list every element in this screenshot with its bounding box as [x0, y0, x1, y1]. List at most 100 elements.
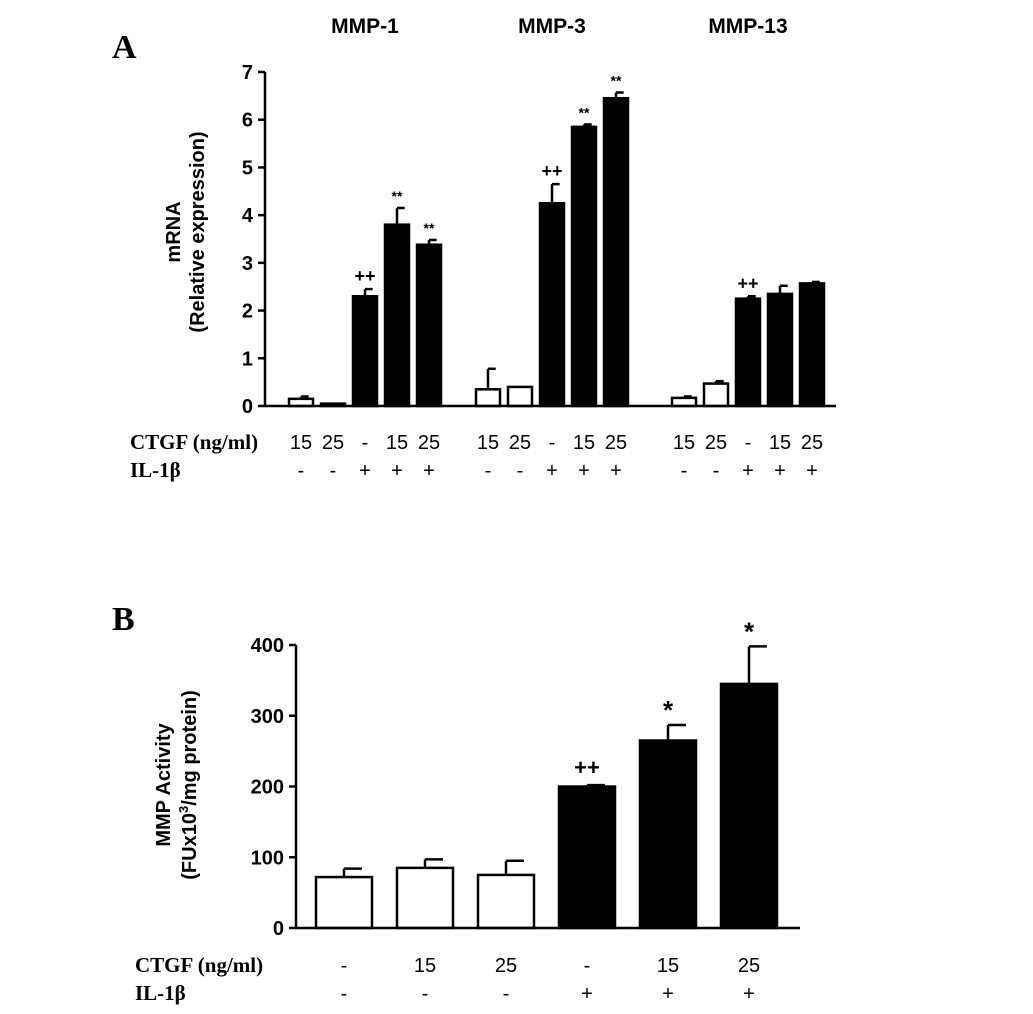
- significance-label: **: [392, 188, 403, 204]
- ctgf-dose-label: 15: [673, 432, 695, 454]
- ctgf-dose-label: 15: [573, 432, 595, 454]
- ctgf-dose-label: 15: [657, 955, 679, 977]
- ctgf-dose-label: -: [549, 432, 556, 454]
- bar: [570, 125, 598, 408]
- ctgf-dose-label: 25: [418, 432, 440, 454]
- panel-b-il1b-row-label: IL-1β: [135, 981, 186, 1005]
- y-tick-label: 0: [242, 396, 253, 418]
- bar: [538, 201, 566, 408]
- il1b-label: -: [298, 460, 305, 482]
- panel-b-ylabel-prefix: (FUx10: [179, 813, 201, 880]
- bar: [415, 243, 443, 408]
- bar: [734, 297, 762, 408]
- il1b-label: +: [610, 460, 622, 482]
- ctgf-dose-label: 15: [386, 432, 408, 454]
- bar: [719, 682, 779, 930]
- panel-b-ylabel-sup: 3: [176, 806, 191, 813]
- il1b-label: -: [713, 460, 720, 482]
- y-tick-label: 100: [251, 847, 284, 869]
- il1b-label: -: [341, 983, 348, 1005]
- group-title: MMP-1: [331, 15, 399, 38]
- il1b-label: -: [681, 460, 688, 482]
- group-title: MMP-13: [708, 15, 787, 38]
- y-tick-label: 6: [242, 110, 253, 132]
- significance-label: ++: [541, 161, 562, 181]
- significance-label: **: [611, 73, 622, 89]
- y-tick-label: 2: [242, 301, 253, 323]
- group-title: MMP-3: [518, 15, 586, 38]
- y-tick-label: 3: [242, 253, 253, 275]
- panel-a-ylabel: mRNA (Relative expression): [163, 131, 209, 332]
- y-tick-label: 0: [273, 918, 284, 940]
- bar: [351, 295, 379, 408]
- il1b-label: +: [359, 460, 371, 482]
- ctgf-dose-label: 25: [738, 955, 760, 977]
- bar: [476, 873, 536, 930]
- bar: [474, 388, 502, 408]
- y-tick-label: 300: [251, 706, 284, 728]
- bar: [798, 282, 826, 408]
- ctgf-dose-label: -: [584, 955, 591, 977]
- ctgf-dose-label: 25: [605, 432, 627, 454]
- ctgf-dose-label: -: [362, 432, 369, 454]
- significance-label: **: [579, 104, 590, 120]
- panel-a-ylabel-line1: mRNA: [163, 201, 185, 262]
- panel-a-plot: 01234567MMP-115-25-++-+**15+**25+MMP-315…: [242, 15, 836, 482]
- il1b-label: +: [806, 460, 818, 482]
- ctgf-dose-label: 25: [801, 432, 823, 454]
- ctgf-dose-label: 25: [322, 432, 344, 454]
- ctgf-dose-label: -: [341, 955, 348, 977]
- il1b-label: +: [391, 460, 403, 482]
- il1b-label: -: [517, 460, 524, 482]
- ctgf-dose-label: -: [745, 432, 752, 454]
- significance-label: ++: [354, 266, 375, 286]
- il1b-label: +: [662, 983, 674, 1005]
- bar: [383, 223, 411, 408]
- panel-b-label: B: [112, 601, 135, 638]
- bar: [602, 96, 630, 408]
- y-tick-label: 7: [242, 62, 253, 84]
- bar: [702, 382, 730, 408]
- bar: [395, 866, 455, 930]
- panel-b-ctgf-row-label: CTGF (ng/ml): [135, 953, 263, 977]
- il1b-label: +: [581, 983, 593, 1005]
- il1b-label: -: [330, 460, 337, 482]
- il1b-label: +: [743, 983, 755, 1005]
- il1b-label: +: [578, 460, 590, 482]
- il1b-label: +: [742, 460, 754, 482]
- ctgf-dose-label: 15: [290, 432, 312, 454]
- y-tick-label: 5: [242, 157, 253, 179]
- y-tick-label: 400: [251, 635, 284, 657]
- il1b-label: -: [422, 983, 429, 1005]
- panel-a-ylabel-line2: (Relative expression): [187, 131, 209, 332]
- panel-b-ylabel-suffix: /mg protein): [179, 690, 201, 806]
- y-tick-label: 200: [251, 777, 284, 799]
- y-tick-label: 4: [242, 205, 254, 227]
- y-tick-label: 1: [242, 348, 253, 370]
- bar: [766, 292, 794, 408]
- ctgf-dose-label: 15: [414, 955, 436, 977]
- il1b-label: +: [774, 460, 786, 482]
- panel-b-plot: 0 100 200 300 400 - - 15 - 25 - ++ - + * 15 + * 25 +: [251, 616, 800, 1005]
- significance-label: **: [424, 220, 435, 236]
- panel-a-ctgf-row-label: CTGF (ng/ml): [130, 430, 258, 454]
- bar: [506, 385, 534, 408]
- panel-a-il1b-row-label: IL-1β: [130, 458, 181, 482]
- panel-b-ylabel-line2: (FUx103/mg protein): [176, 690, 201, 879]
- significance-label: *: [663, 695, 674, 725]
- panel-b-ylabel-line1: MMP Activity: [153, 722, 175, 846]
- significance-label: ++: [737, 273, 758, 293]
- il1b-label: -: [503, 983, 510, 1005]
- significance-label: *: [744, 616, 755, 646]
- il1b-label: +: [546, 460, 558, 482]
- il1b-label: +: [423, 460, 435, 482]
- bar: [557, 785, 617, 930]
- il1b-label: -: [485, 460, 492, 482]
- bar: [638, 739, 698, 930]
- ctgf-dose-label: 25: [705, 432, 727, 454]
- significance-label: ++: [574, 755, 600, 780]
- bar: [314, 875, 374, 930]
- ctgf-dose-label: 25: [509, 432, 531, 454]
- panel-a-label: A: [112, 29, 137, 66]
